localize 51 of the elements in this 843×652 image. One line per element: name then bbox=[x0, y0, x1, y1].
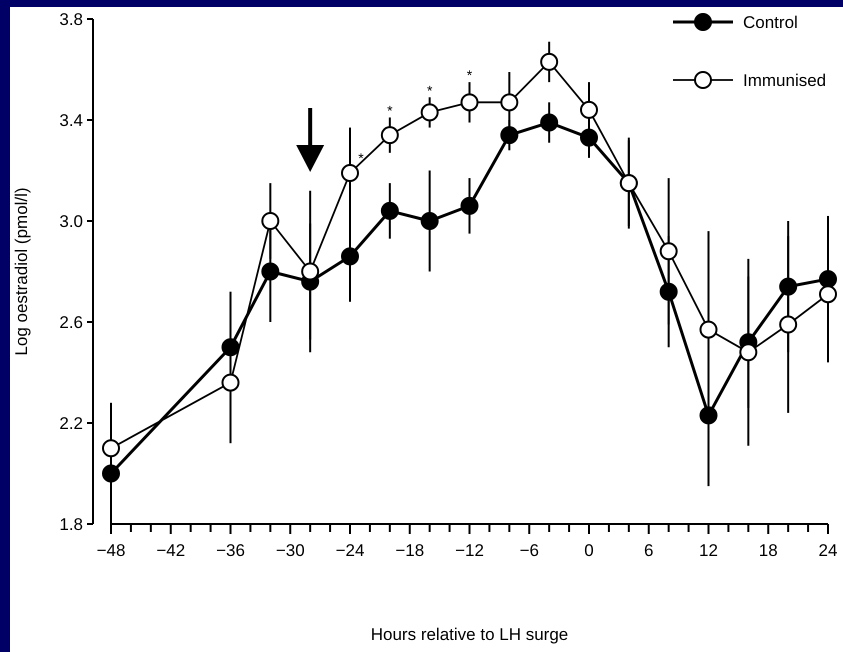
x-tick-label: 24 bbox=[818, 541, 838, 560]
x-tick-label: −48 bbox=[96, 541, 126, 560]
x-axis-title: Hours relative to LH surge bbox=[370, 625, 568, 644]
point bbox=[222, 374, 240, 392]
point bbox=[460, 196, 478, 215]
point bbox=[700, 320, 718, 339]
point bbox=[420, 103, 439, 122]
point bbox=[380, 126, 399, 144]
x-tick-label: −42 bbox=[156, 541, 186, 560]
point bbox=[540, 52, 558, 71]
x-tick-label: −24 bbox=[336, 541, 364, 560]
point bbox=[540, 114, 558, 132]
legend-label: Control bbox=[743, 12, 798, 32]
point bbox=[660, 242, 678, 260]
y-tick-label: 2.6 bbox=[59, 312, 83, 332]
point bbox=[102, 439, 120, 458]
x-tick-label: −6 bbox=[520, 541, 539, 560]
point bbox=[779, 316, 798, 334]
y-tick-label: 3.0 bbox=[59, 212, 83, 231]
annotation: * bbox=[387, 102, 394, 118]
x-tick-label: −30 bbox=[276, 541, 305, 560]
y-tick-label: 2.2 bbox=[59, 414, 83, 433]
point bbox=[500, 93, 518, 112]
point bbox=[500, 126, 518, 144]
legend-label: Immunised bbox=[743, 70, 826, 90]
point bbox=[819, 285, 837, 304]
x-tick-label: −18 bbox=[395, 541, 424, 560]
point bbox=[380, 202, 399, 220]
annotation: * bbox=[358, 150, 364, 166]
point bbox=[261, 262, 280, 280]
y-tick-label: 3.8 bbox=[59, 10, 83, 29]
y-tick-label: 1.8 bbox=[59, 514, 83, 534]
x-tick-label: 12 bbox=[699, 541, 718, 560]
point bbox=[460, 93, 478, 112]
x-tick-label: −12 bbox=[455, 541, 484, 560]
x-tick-label: −36 bbox=[216, 541, 245, 560]
x-tick-label: 18 bbox=[758, 541, 778, 560]
point bbox=[580, 100, 598, 119]
point bbox=[420, 212, 439, 230]
y-tick-label: 3.4 bbox=[59, 110, 83, 130]
point bbox=[261, 212, 280, 230]
annotation: * bbox=[426, 82, 433, 98]
point bbox=[580, 128, 598, 147]
point bbox=[341, 164, 359, 182]
point bbox=[739, 343, 758, 362]
point bbox=[301, 262, 320, 280]
x-tick-label: 0 bbox=[584, 541, 594, 560]
y-axis-title: Log oestradiol (pmol/l) bbox=[12, 187, 31, 356]
annotation: * bbox=[466, 67, 473, 84]
point bbox=[341, 247, 359, 266]
x-tick-label: 6 bbox=[644, 541, 654, 560]
